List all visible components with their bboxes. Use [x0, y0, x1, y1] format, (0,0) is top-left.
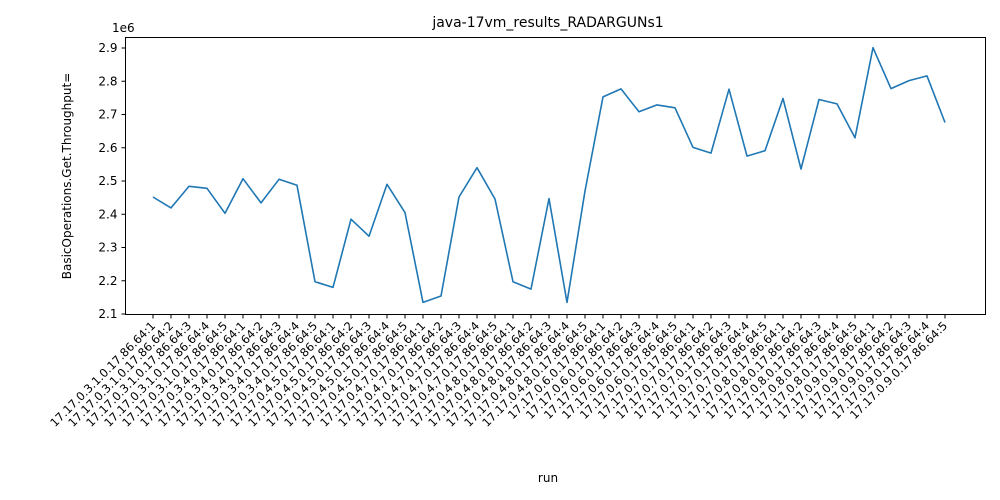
y-tick-label: 2.2: [98, 274, 117, 288]
chart-title: java-17vm_results_RADARGUNs1: [431, 15, 663, 31]
y-axis-ticks: 2.1 2.2 2.3 2.4 2.5 2.6 2.7 2.8 2.9: [98, 41, 126, 321]
y-tick-label: 2.3: [98, 241, 117, 255]
y-tick-label: 2.5: [98, 174, 117, 188]
y-tick-label: 2.9: [98, 41, 117, 55]
series-line: [152, 46, 946, 304]
y-tick-label: 2.1: [98, 307, 117, 321]
x-axis-label: run: [538, 471, 558, 485]
y-scale-label: 1e6: [112, 21, 135, 35]
y-tick-label: 2.4: [98, 207, 117, 221]
x-axis-ticks: 17.17.0.3.1.0.17.86.64:117.17.0.3.1.0.17…: [47, 314, 950, 430]
y-axis-label: BasicOperations.Get.Throughput=: [60, 73, 74, 280]
plot-frame: [125, 37, 986, 315]
y-tick-label: 2.7: [98, 108, 117, 122]
y-tick-label: 2.8: [98, 74, 117, 88]
y-tick-label: 2.6: [98, 141, 117, 155]
plot-area: 2.1 2.2 2.3 2.4 2.5 2.6 2.7 2.8 2.9 17.17.0.3.1.…: [47, 37, 986, 430]
